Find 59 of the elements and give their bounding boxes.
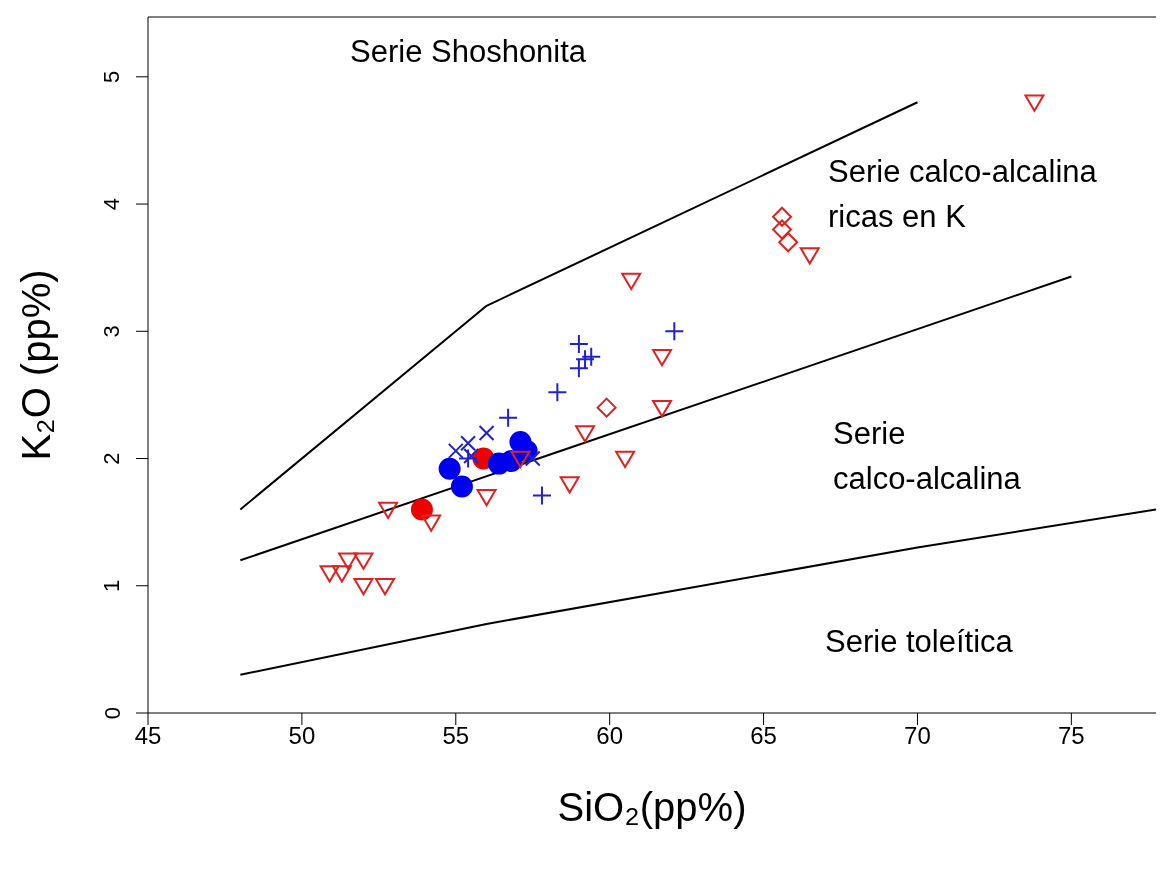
point bbox=[575, 349, 596, 370]
x-tick-label: 55 bbox=[442, 722, 470, 750]
point bbox=[338, 552, 359, 570]
x-tick-label: 45 bbox=[134, 722, 162, 750]
point bbox=[378, 501, 399, 519]
point bbox=[799, 247, 820, 265]
annotation: Serie toleítica bbox=[825, 623, 1013, 661]
point bbox=[498, 407, 519, 428]
annotation: Serie Shoshonita bbox=[350, 33, 587, 71]
point bbox=[652, 399, 672, 418]
point bbox=[568, 334, 589, 355]
point bbox=[524, 450, 541, 467]
point bbox=[450, 475, 473, 498]
point bbox=[615, 450, 636, 469]
point bbox=[319, 565, 340, 583]
x-tick-label: 60 bbox=[596, 722, 624, 750]
point bbox=[353, 578, 374, 596]
y-axis-title: K₂O (pp%) bbox=[13, 268, 59, 461]
point bbox=[772, 219, 793, 240]
point bbox=[1024, 94, 1045, 112]
point bbox=[438, 457, 461, 480]
point bbox=[463, 447, 480, 464]
point bbox=[447, 442, 464, 459]
x-tick-label: 70 bbox=[904, 722, 931, 750]
annotation: Serie calco-alcalina bbox=[833, 415, 1021, 498]
line-series bbox=[239, 508, 1156, 676]
y-tick-label: 2 bbox=[99, 452, 125, 465]
point bbox=[375, 578, 395, 596]
point bbox=[581, 346, 602, 367]
y-tick-label: 4 bbox=[99, 197, 125, 211]
point bbox=[575, 425, 596, 443]
point bbox=[568, 358, 589, 379]
y-tick-label: 0 bbox=[99, 706, 125, 720]
x-tick-label: 75 bbox=[1058, 722, 1085, 750]
point bbox=[621, 272, 642, 290]
point bbox=[460, 435, 477, 452]
point bbox=[559, 476, 580, 494]
point bbox=[778, 232, 799, 253]
y-tick-label: 5 bbox=[99, 70, 125, 83]
point bbox=[476, 488, 497, 507]
y-tick-label: 1 bbox=[99, 579, 125, 592]
point bbox=[547, 382, 568, 403]
x-tick-label: 50 bbox=[288, 722, 316, 750]
annotation: Serie calco-alcalina ricas en K bbox=[828, 153, 1097, 236]
point bbox=[421, 514, 442, 532]
y-tick-label: 3 bbox=[99, 325, 125, 338]
point bbox=[596, 397, 617, 418]
x-tick-label: 65 bbox=[750, 722, 777, 750]
point bbox=[652, 348, 672, 367]
point bbox=[510, 450, 531, 469]
point bbox=[478, 425, 495, 442]
x-axis-title: SiO₂(pp%) bbox=[556, 785, 748, 830]
point bbox=[458, 448, 479, 469]
point bbox=[772, 206, 793, 227]
point bbox=[664, 321, 685, 342]
point bbox=[410, 498, 433, 521]
point bbox=[531, 485, 552, 506]
point bbox=[331, 565, 352, 583]
point bbox=[353, 552, 374, 570]
